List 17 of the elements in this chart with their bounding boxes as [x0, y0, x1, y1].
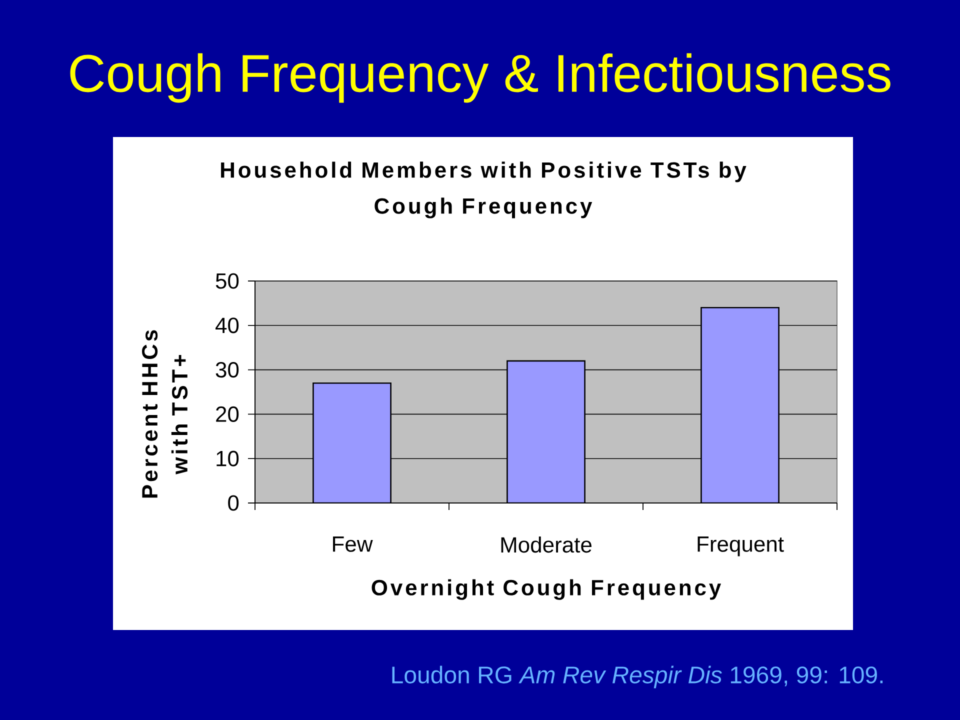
bar: [506, 360, 586, 503]
y-tick-label: 0: [228, 495, 239, 511]
y-tick-label: 30: [216, 362, 239, 378]
y-tick-label: 10: [216, 450, 239, 466]
bar: [700, 306, 780, 503]
chart-subtitle: Household Members with Positive TSTs by Cough Frequency: [221, 162, 746, 218]
bar: [312, 382, 392, 503]
x-tick-label: Frequent: [698, 536, 784, 556]
x-tick-label: Moderate: [501, 536, 592, 553]
chart-title: Cough Frequency & Infectiousness: [70, 53, 890, 103]
y-axis-title: Percent HHCs with TST+: [142, 330, 188, 498]
y-tick-label: 20: [216, 406, 239, 422]
text: Loudon RG Am Rev Respir Dis 1969, 99: 109.: [392, 666, 883, 688]
x-tick-label: Few: [333, 536, 373, 552]
y-tick-label: 40: [216, 318, 239, 334]
y-tick-label: 50: [216, 273, 239, 289]
x-axis-title: Overnight Cough Frequency: [372, 579, 722, 600]
